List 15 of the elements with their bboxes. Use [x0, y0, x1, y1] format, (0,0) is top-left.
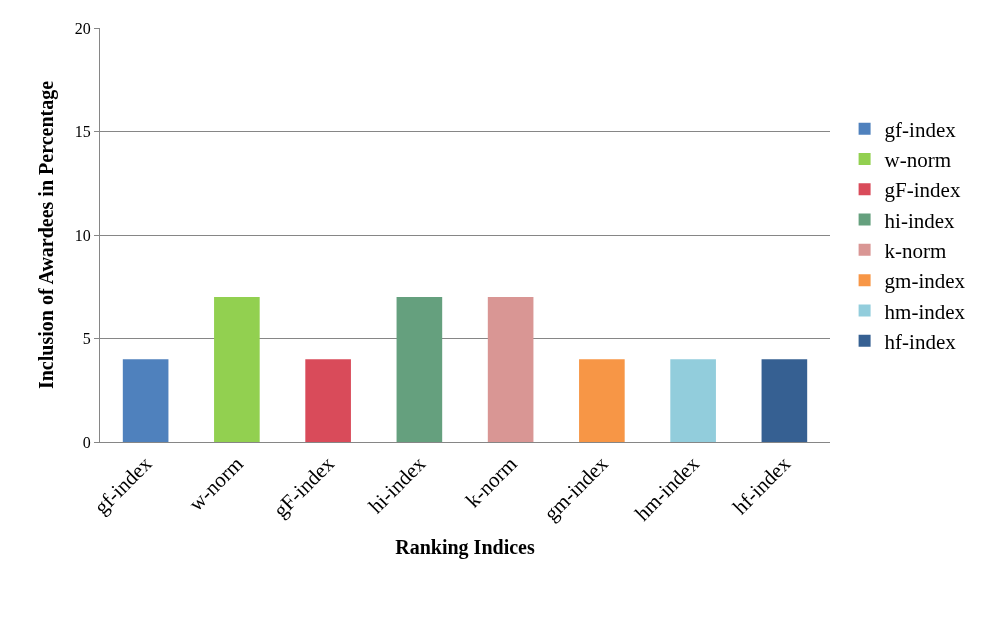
legend-label: hf-index — [884, 329, 957, 354]
legend-label: k-norm — [884, 239, 947, 264]
y-tick-label: 20 — [74, 19, 91, 37]
y-tick-label: 5 — [82, 330, 91, 348]
y-tick-label: 0 — [82, 433, 91, 451]
legend-label: gf-index — [884, 117, 957, 142]
legend-label: hi-index — [884, 208, 956, 233]
legend-label: gm-index — [884, 269, 966, 294]
x-axis-title: Ranking Indices — [395, 536, 535, 560]
legend-label: gF-index — [884, 178, 961, 203]
y-tick-label: 10 — [74, 226, 91, 244]
legend-label: w-norm — [884, 148, 952, 173]
y-tick-label: 15 — [74, 123, 91, 141]
legend-label: hm-index — [884, 299, 966, 324]
y-axis-title: Inclusion of Awardees in Percentage — [35, 80, 59, 390]
